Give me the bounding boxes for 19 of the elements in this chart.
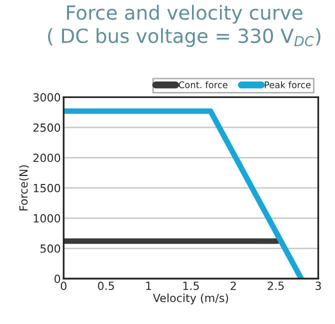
y-tick-label: 3000 xyxy=(33,93,60,102)
y-tick-label: 1000 xyxy=(34,214,60,223)
y-tick-label: 500 xyxy=(40,244,60,253)
x-tick-label: 1.5 xyxy=(183,282,199,290)
chart-title: Force and velocity curve ( DC bus voltage = 330 V$_{DC}$) xyxy=(48,4,320,47)
x-tick-label: 0.5 xyxy=(98,282,114,290)
y-axis-title: Force(N) xyxy=(19,165,29,210)
x-tick-label: 2 xyxy=(230,282,236,290)
legend-label: Cont. force xyxy=(178,81,228,88)
x-tick-label: 3 xyxy=(316,282,321,290)
y-tick-label: 1500 xyxy=(34,184,60,192)
x-tick-label: 2.5 xyxy=(268,282,284,290)
legend-label: Peak force xyxy=(264,81,311,88)
y-tick-label: 2000 xyxy=(33,154,60,162)
x-tick-label: 0 xyxy=(60,282,66,290)
y-tick-label: 2500 xyxy=(33,123,60,132)
y-tick-label: 0 xyxy=(54,274,60,284)
x-tick-label: 1 xyxy=(146,282,152,290)
x-axis-title: Velocity (m/s) xyxy=(152,294,228,304)
